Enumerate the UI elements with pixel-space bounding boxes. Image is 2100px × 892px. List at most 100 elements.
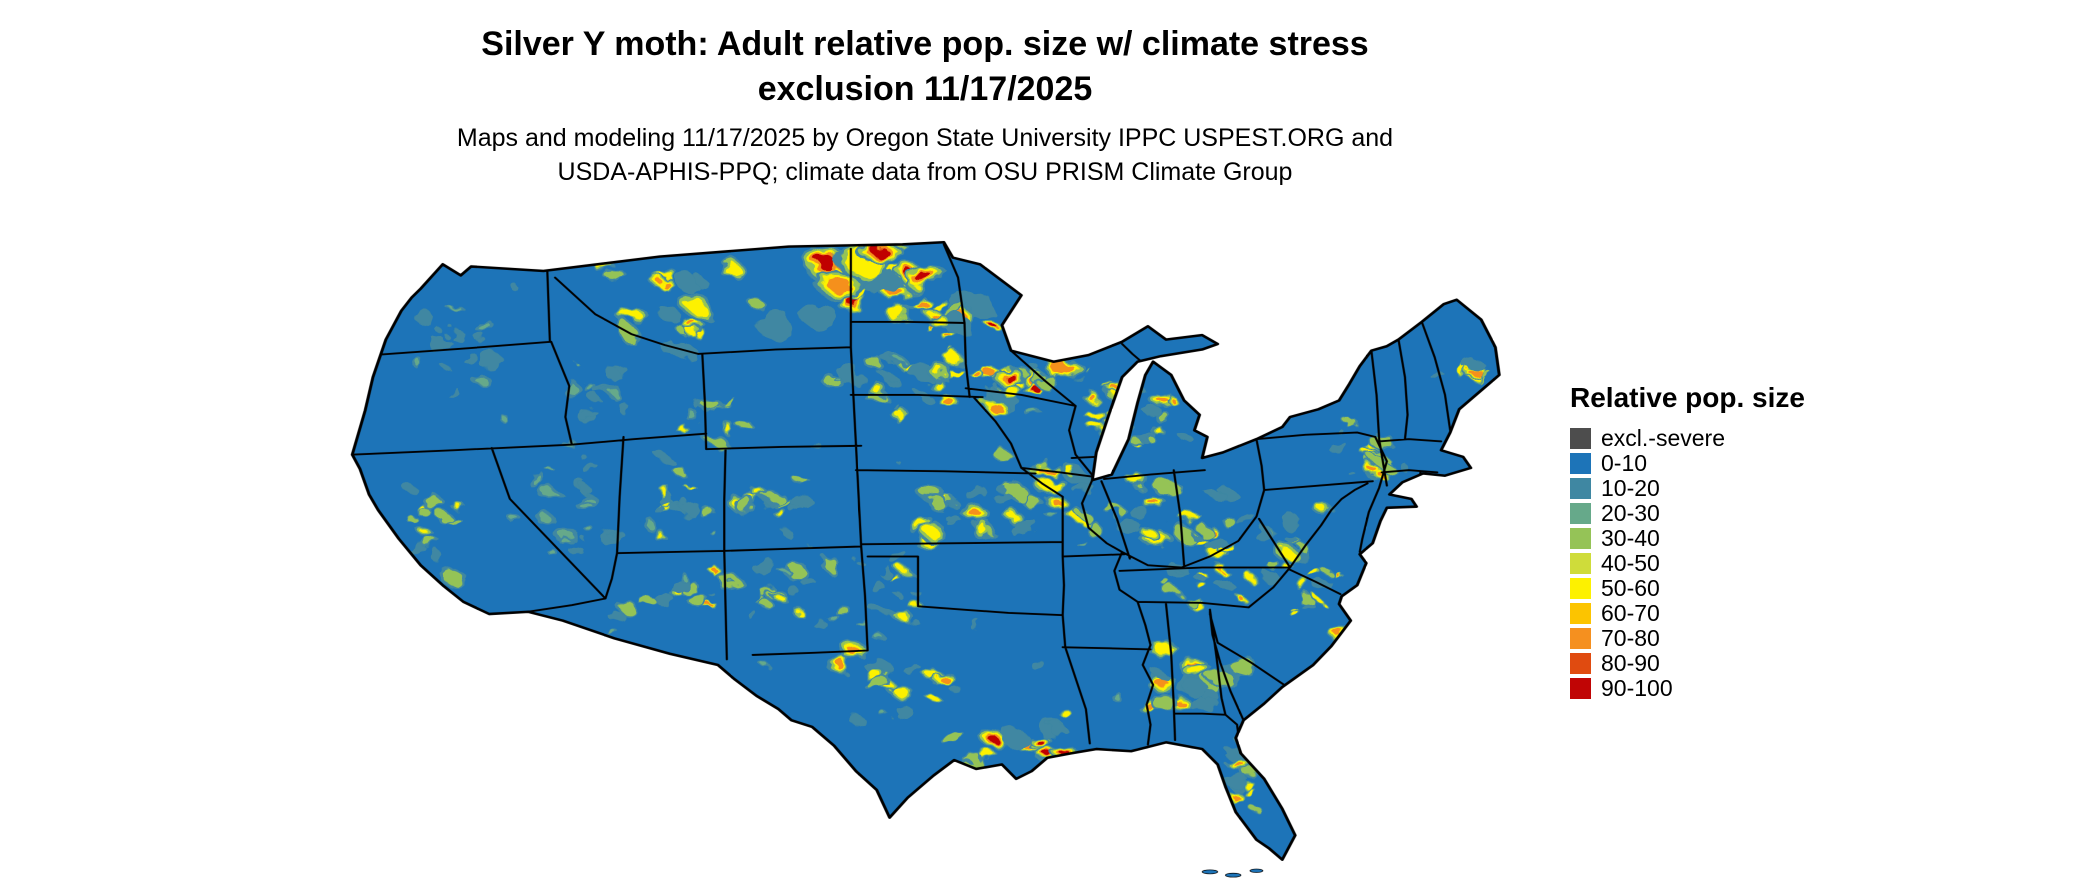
hotspot-blob [736, 499, 756, 513]
legend-swatch [1570, 428, 1591, 449]
hotspot-blob [514, 287, 524, 295]
hotspot-blob [834, 376, 839, 380]
page-title-line1: Silver Y moth: Adult relative pop. size … [481, 25, 1369, 63]
hotspot-blob [1315, 597, 1322, 602]
hotspot-blob [1216, 580, 1235, 591]
hotspot-blob [1397, 462, 1408, 471]
hotspot-blob [1178, 433, 1195, 443]
hotspot-blob [1126, 502, 1146, 517]
hotspot-blob [577, 499, 590, 508]
hotspot-blob [881, 568, 894, 579]
hotspot-blob [1154, 677, 1166, 687]
page-title-line2: exclusion 11/17/2025 [757, 69, 1093, 108]
hotspot-blob [675, 272, 698, 291]
legend-rows: excl.-severe 0-10 10-20 20-30 30-40 40-50 50-6… [1570, 426, 1805, 701]
hotspot-blob [1082, 365, 1086, 368]
hotspot-blob [1124, 386, 1140, 397]
hotspot-blob [963, 752, 984, 768]
state-borders [352, 243, 1452, 746]
hotspot-blob [820, 258, 838, 272]
hotspot-blob [714, 533, 719, 538]
hotspot-blob [949, 370, 963, 377]
hotspot-blob [617, 599, 637, 615]
hotspot-blob [1193, 573, 1209, 584]
hotspot-blob [701, 507, 712, 516]
hotspot-blob [1358, 594, 1367, 599]
hotspot-blob [710, 606, 717, 610]
hotspot-blob [856, 619, 863, 624]
hotspot-blob [606, 530, 624, 538]
hotspot-blob [707, 401, 721, 413]
hotspot-blob [1089, 412, 1104, 420]
hotspot-blob [1299, 594, 1313, 604]
hotspot-blob [1230, 792, 1237, 799]
hotspot-blob [606, 628, 614, 632]
hotspot-layer [401, 242, 1492, 818]
hotspot-blob [1130, 436, 1142, 446]
hotspot-blob [1267, 561, 1277, 567]
hotspot-blob [586, 528, 595, 532]
hotspot-blob [1029, 409, 1038, 416]
legend-swatch [1570, 478, 1591, 499]
hotspot-blob [609, 271, 626, 284]
hotspot-blob [1201, 585, 1209, 591]
hotspot-blob [825, 277, 852, 291]
hotspot-blob [1345, 418, 1356, 426]
florida-keys [1201, 868, 1264, 878]
hotspot-blob [581, 461, 595, 472]
hotspot-blob [743, 607, 755, 616]
legend-entry: 80-90 [1570, 651, 1805, 676]
hotspot-blob [693, 596, 711, 610]
hotspot-blob [836, 365, 862, 384]
hotspot-blob [424, 539, 441, 548]
hotspot-blob [1283, 534, 1300, 544]
hotspot-blob [1011, 514, 1019, 521]
hotspot-blob [655, 592, 673, 606]
hotspot-blob [1279, 546, 1291, 556]
hotspot-blob [610, 388, 620, 397]
hotspot-blob [454, 504, 462, 508]
hotspot-blob [725, 767, 739, 777]
hotspot-blob [968, 510, 983, 517]
hotspot-blob [988, 322, 996, 327]
hotspot-blob [1110, 384, 1116, 389]
hotspot-blob [931, 301, 944, 310]
hotspot-blob [1158, 576, 1169, 584]
hotspot-blob [1065, 466, 1074, 473]
hotspot-blob [536, 512, 548, 521]
hotspot-blob [534, 477, 545, 487]
hotspot-blob [408, 516, 416, 523]
legend-label: 10-20 [1601, 475, 1660, 501]
hotspot-blob [724, 425, 732, 432]
hotspot-blob [1154, 644, 1171, 654]
hotspot-blob [616, 403, 629, 413]
hotspot-blob [1220, 569, 1227, 574]
hotspot-blob [996, 487, 1009, 493]
hotspot-blob [1077, 541, 1085, 545]
hotspot-blob [476, 378, 489, 385]
hotspot-blob [690, 414, 700, 422]
hotspot-blob [1243, 789, 1254, 794]
page-subtitle: Maps and modeling 11/17/2025 by Oregon S… [300, 122, 1550, 189]
hotspot-blob [759, 585, 771, 596]
hotspot-blob [787, 493, 813, 507]
hotspot-blob [449, 392, 465, 400]
hotspot-blob [660, 489, 669, 495]
hotspot-blob [608, 611, 624, 621]
hotspot-blob [1347, 470, 1355, 476]
hotspot-blob [1021, 494, 1040, 508]
hotspot-blob [967, 620, 983, 628]
hotspot-blob [944, 515, 963, 525]
hotspot-blob [1328, 440, 1345, 453]
hotspot-blob [852, 557, 863, 564]
hotspot-blob [1281, 516, 1304, 531]
hotspot-blob [989, 735, 999, 743]
hotspot-blob [1146, 498, 1158, 503]
hotspot-blob [947, 335, 954, 339]
hotspot-blob [931, 499, 949, 511]
hotspot-blob [893, 687, 908, 696]
hotspot-blob [654, 531, 662, 537]
hotspot-blob [723, 397, 734, 407]
hotspot-blob [1110, 427, 1122, 435]
